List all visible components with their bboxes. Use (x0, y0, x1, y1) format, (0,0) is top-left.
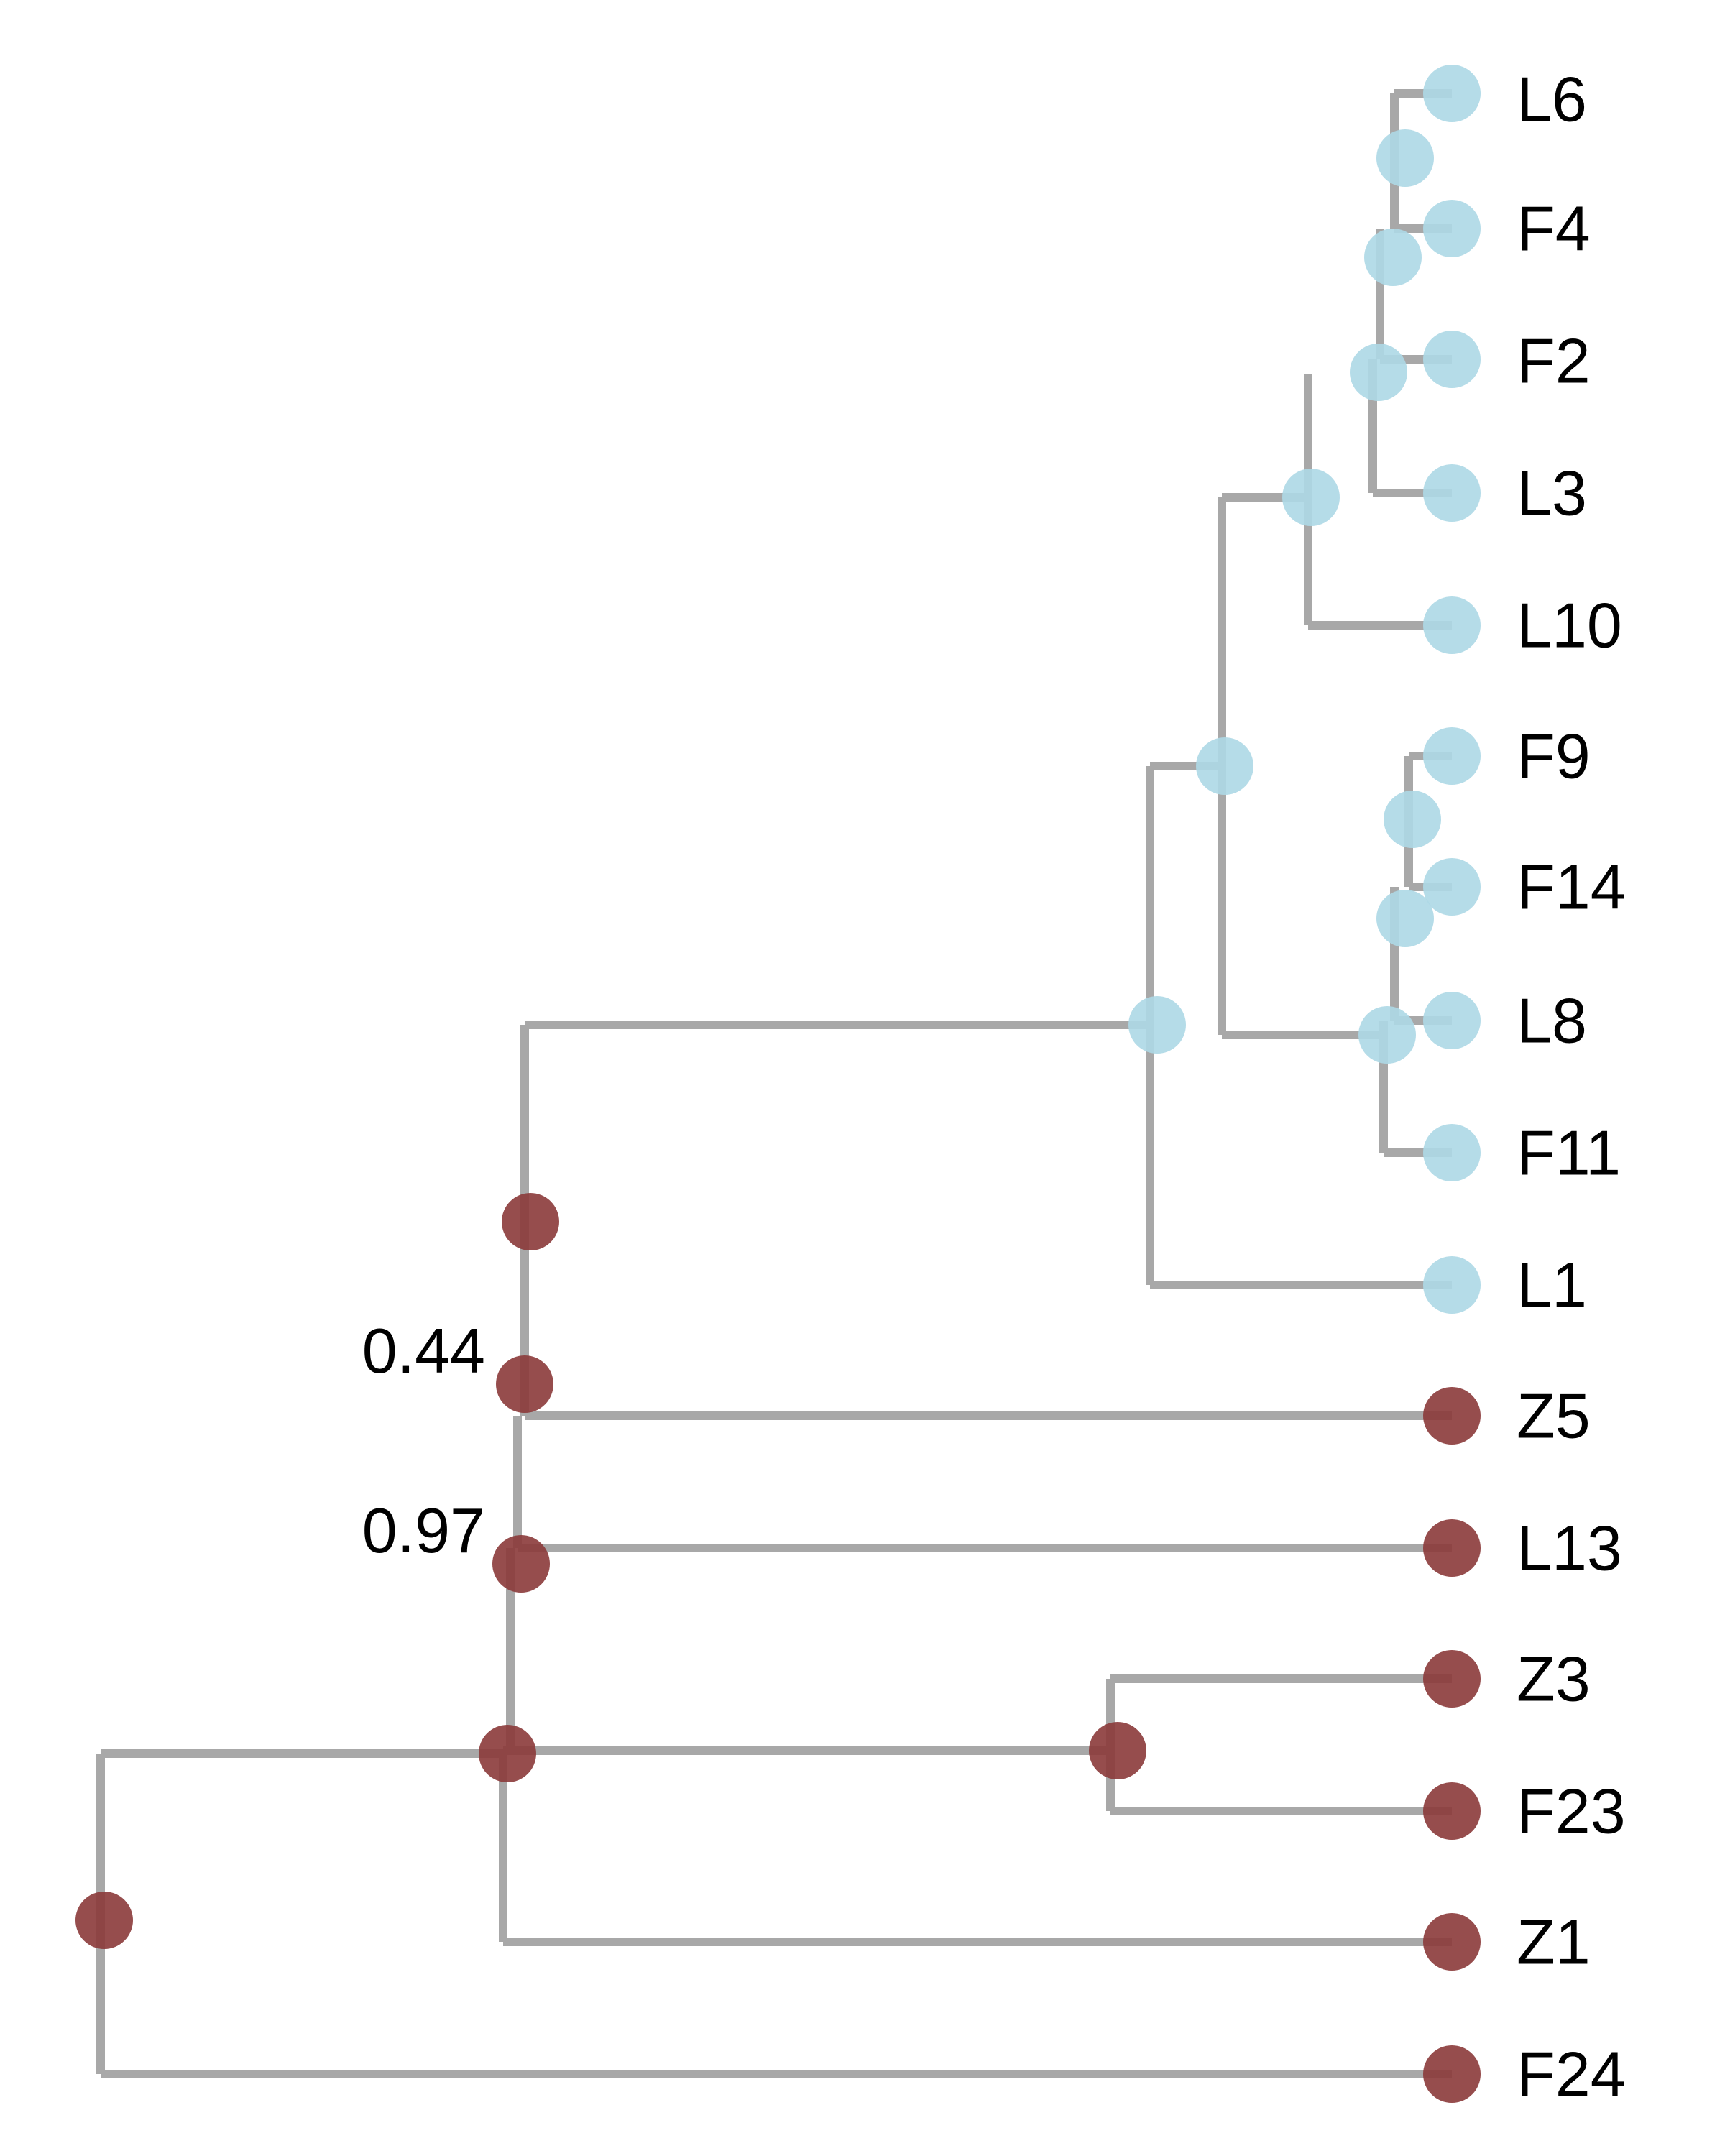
tip-node-point (1423, 1782, 1481, 1840)
tip-node-point (1423, 727, 1481, 785)
internal-node-point (492, 1535, 550, 1593)
tip-node-point (1423, 464, 1481, 522)
tip-label-f4: F4 (1517, 193, 1591, 264)
internal-node-point (502, 1193, 559, 1250)
tip-node-point (1423, 858, 1481, 916)
tip-label-f23: F23 (1517, 1776, 1626, 1847)
internal-node-point (1128, 996, 1186, 1054)
tip-node-point (1423, 2045, 1481, 2103)
tip-label-l1: L1 (1517, 1250, 1587, 1321)
tip-node-point (1423, 65, 1481, 122)
tip-label-l3: L3 (1517, 458, 1587, 529)
tip-node-point (1423, 1387, 1481, 1445)
tip-label-f2: F2 (1517, 326, 1591, 397)
tip-label-l8: L8 (1517, 985, 1587, 1056)
tip-label-l10: L10 (1517, 590, 1622, 661)
tip-node-point (1423, 596, 1481, 654)
tip-label-l6: L6 (1517, 64, 1587, 135)
tip-node-point (1423, 1256, 1481, 1314)
support-values: 0.44 0.97 (362, 1315, 485, 1566)
tip-label-z5: Z5 (1517, 1381, 1591, 1452)
internal-node-point (1376, 129, 1434, 187)
internal-node-point (1196, 737, 1254, 795)
tip-node-point (1423, 200, 1481, 257)
tip-label-f9: F9 (1517, 721, 1591, 792)
tip-labels: L6 F4 F2 L3 L10 F9 F14 L8 F11 L1 Z5 L13 … (1517, 64, 1626, 2110)
internal-node-point (496, 1355, 553, 1413)
internal-node-point (1089, 1722, 1146, 1779)
tip-node-point (1423, 1124, 1481, 1181)
tip-label-f11: F11 (1517, 1118, 1621, 1189)
tip-node-point (1423, 992, 1481, 1049)
internal-node-point (479, 1725, 536, 1782)
internal-node-point (1376, 890, 1434, 947)
internal-node-point (75, 1892, 133, 1949)
tip-node-point (1423, 1913, 1481, 1971)
internal-node-point (1350, 344, 1407, 401)
tip-label-f14: F14 (1517, 852, 1626, 923)
tip-label-f24: F24 (1517, 2039, 1626, 2110)
tree-nodes (75, 65, 1481, 2103)
internal-node-point (1364, 229, 1422, 286)
internal-node-point (1384, 791, 1441, 848)
tip-label-z3: Z3 (1517, 1644, 1591, 1715)
tip-label-z1: Z1 (1517, 1907, 1591, 1978)
support-label-node-a: 0.44 (362, 1315, 485, 1386)
internal-node-point (1282, 469, 1340, 526)
tip-node-point (1423, 1519, 1481, 1577)
support-label-node-b: 0.97 (362, 1495, 485, 1566)
internal-node-point (1358, 1006, 1416, 1064)
tree-branches (96, 89, 1452, 2078)
tip-node-point (1423, 1650, 1481, 1708)
tip-node-point (1423, 331, 1481, 388)
tip-label-l13: L13 (1517, 1513, 1622, 1584)
